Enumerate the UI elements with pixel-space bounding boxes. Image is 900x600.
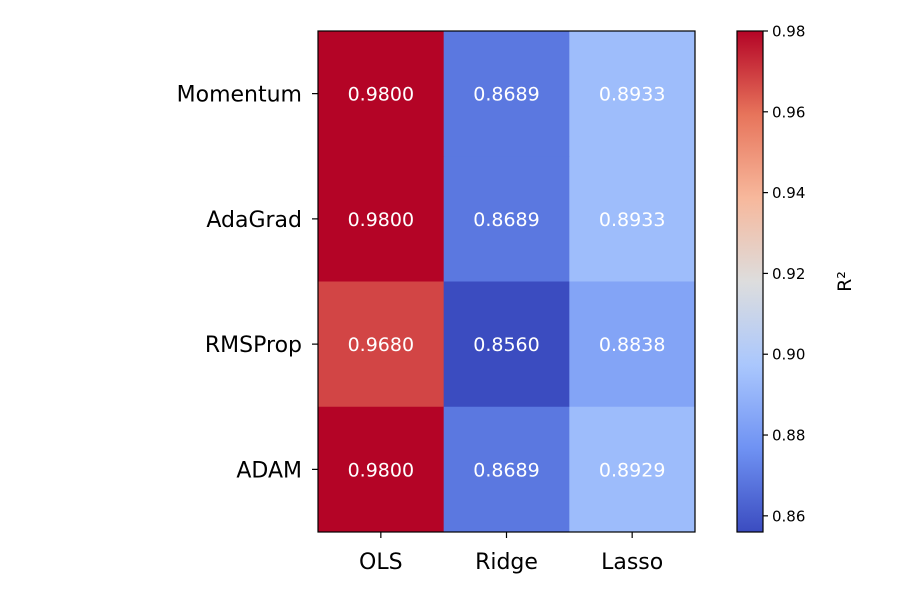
colorbar-gradient	[736, 30, 764, 533]
cell-value-label: 0.8929	[599, 459, 665, 481]
heatmap-cell	[443, 31, 570, 157]
colorbar-tick-label: 0.86	[772, 507, 805, 525]
cell-value-label: 0.9680	[348, 334, 414, 356]
colorbar-tick-label: 0.88	[772, 427, 805, 445]
heatmap-cell	[318, 281, 445, 408]
cell-value-label: 0.9800	[348, 459, 414, 481]
colorbar-label: R²	[834, 271, 856, 292]
colorbar-tick-label: 0.90	[772, 346, 805, 364]
y-tick-label: RMSProp	[205, 333, 302, 358]
cell-value-label: 0.8838	[599, 334, 665, 356]
colorbar: 0.86 0.88 0.90 0.92 0.94 0.96 0.98 R²	[736, 23, 856, 533]
heatmap-cell	[443, 406, 570, 533]
y-tick-label: AdaGrad	[206, 208, 302, 233]
x-tick-label: OLS	[359, 550, 403, 575]
heatmap-cell	[318, 406, 445, 533]
cell-value-label: 0.8689	[473, 209, 539, 231]
cell-value-label: 0.8560	[473, 334, 539, 356]
heatmap-cell	[569, 406, 696, 533]
cell-value-label: 0.8689	[473, 459, 539, 481]
colorbar-tick-label: 0.96	[772, 103, 805, 121]
cell-value-label: 0.9800	[348, 84, 414, 106]
heatmap-cell	[569, 281, 696, 408]
x-tick-label: Lasso	[601, 550, 663, 575]
cell-value-label: 0.8689	[473, 84, 539, 106]
colorbar-tick-label: 0.92	[772, 265, 805, 283]
heatmap-cell	[569, 156, 696, 282]
cell-value-label: 0.8933	[599, 84, 665, 106]
heatmap-cell	[569, 31, 696, 157]
x-axis: OLS Ridge Lasso	[359, 532, 663, 575]
colorbar-ticks: 0.86 0.88 0.90 0.92 0.94 0.96 0.98	[763, 23, 805, 525]
cell-value-label: 0.8933	[599, 209, 665, 231]
colorbar-tick-label: 0.98	[772, 23, 805, 41]
x-tick-label: Ridge	[475, 550, 538, 575]
cell-value-label: 0.9800	[348, 209, 414, 231]
heatmap-cells: 0.9800 0.8689 0.8933 0.9800 0.8689 0.8933 0.96…	[318, 31, 696, 533]
y-tick-label: ADAM	[236, 458, 302, 483]
heatmap-cell	[443, 281, 570, 408]
y-tick-label: Momentum	[177, 83, 302, 108]
heatmap-cell	[443, 156, 570, 282]
heatmap-cell	[318, 156, 445, 282]
colorbar-tick-label: 0.94	[772, 184, 805, 202]
heatmap-cell	[318, 31, 445, 157]
y-axis: Momentum AdaGrad RMSProp ADAM	[177, 83, 318, 483]
